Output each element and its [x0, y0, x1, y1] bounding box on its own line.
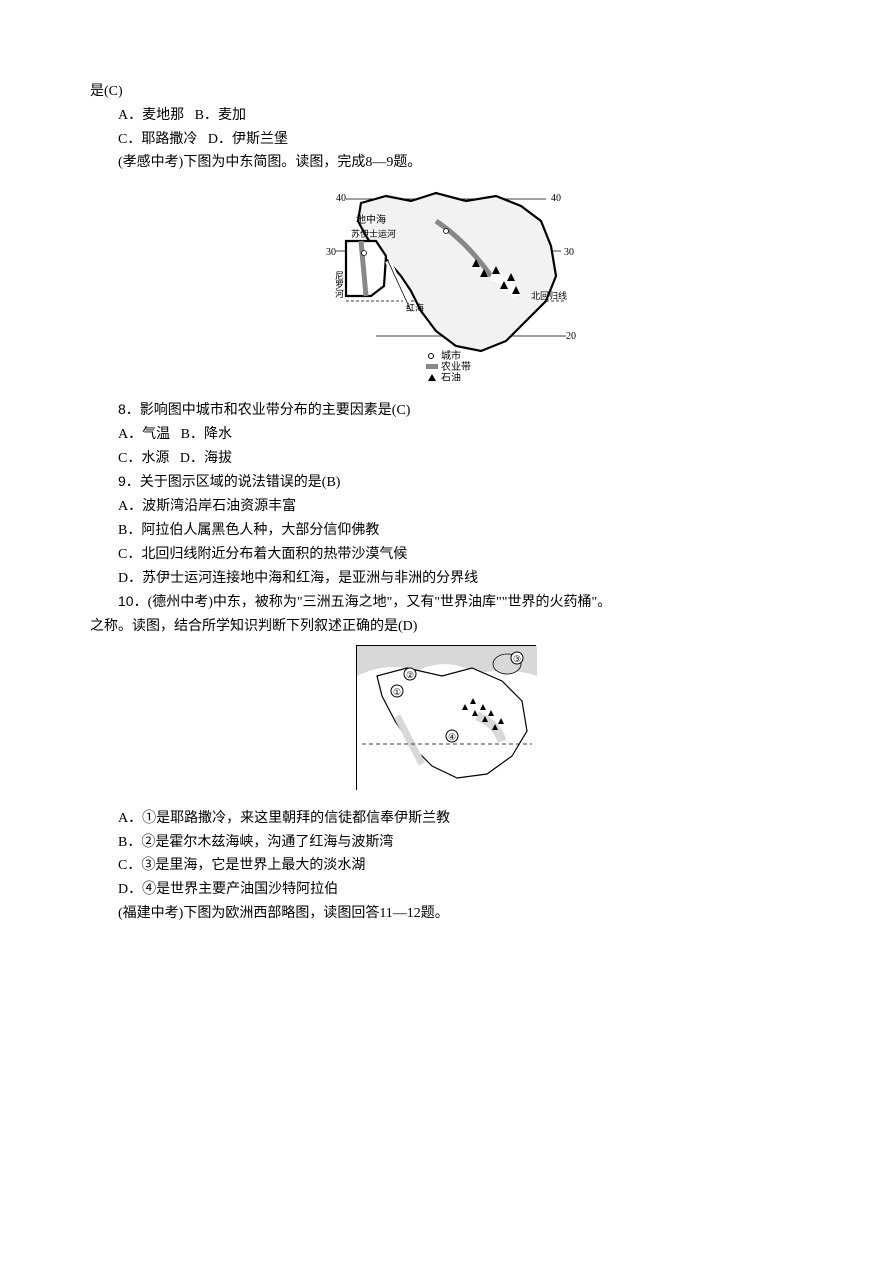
q9-opt-b: B．阿拉伯人属黑色人种，大部分信仰佛教: [90, 519, 802, 543]
q10-stem-l1: 10．(德州中考)中东，被称为"三洲五海之地"，又有"世界油库""世界的火药桶"…: [90, 590, 802, 615]
intro-8-9: (孝感中考)下图为中东简图。读图，完成8—9题。: [90, 151, 802, 175]
map1-svg: 40 40 30 30 20 地中海 苏伊士运河 尼罗河 红海 北回归线 城市 …: [316, 181, 576, 381]
q8-num: 8．: [118, 401, 140, 417]
q9-stem-text: 关于图示区域的说法错误的是(B): [140, 475, 341, 490]
intro-11-12: (福建中考)下图为欧洲西部略图，读图回答11—12题。: [90, 902, 802, 926]
map1-legend-agri: 农业带: [441, 360, 471, 373]
q10-opt-a: A．①是耶路撒冷，来这里朝拜的信徒都信奉伊斯兰教: [90, 807, 802, 831]
q8-opt-d: D．海拔: [180, 451, 232, 466]
map1: 40 40 30 30 20 地中海 苏伊士运河 尼罗河 红海 北回归线 城市 …: [316, 181, 576, 381]
map2-n2: ②: [406, 670, 414, 680]
q8-options-row1: A．气温 B．降水: [90, 423, 802, 447]
q7-opt-b: B．麦加: [195, 108, 246, 123]
q7-opt-c: C．耶路撒冷: [118, 132, 197, 147]
q7-options-row1: A．麦地那 B．麦加: [90, 104, 802, 128]
q10-stem-text1: (德州中考)中东，被称为"三洲五海之地"，又有"世界油库""世界的火药桶"。: [148, 595, 612, 610]
map1-lat40-r: 40: [551, 193, 561, 204]
map2-wrapper: ① ② ③ ④: [90, 645, 802, 799]
q10-stem-l2: 之称。读图，结合所学知识判断下列叙述正确的是(D): [90, 615, 802, 639]
q10-opt-d: D．④是世界主要产油国沙特阿拉伯: [90, 878, 802, 902]
q9-opt-a: A．波斯湾沿岸石油资源丰富: [90, 495, 802, 519]
q7-opt-d: D．伊斯兰堡: [208, 132, 288, 147]
map1-label-nile: 尼罗河: [334, 271, 344, 298]
q8-opt-a: A．气温: [118, 427, 170, 442]
q7-stem-tail: 是(C): [90, 80, 802, 104]
map1-legend-city: 城市: [441, 349, 461, 362]
map2-svg: ① ② ③ ④: [357, 646, 537, 791]
map1-lat40-l: 40: [336, 193, 346, 204]
map1-lat30-r: 30: [564, 247, 574, 258]
map1-label-tropic: 北回归线: [531, 290, 567, 301]
q10-opt-b: B．②是霍尔木兹海峡，沟通了红海与波斯湾: [90, 831, 802, 855]
q9-opt-d: D．苏伊士运河连接地中海和红海，是亚洲与非洲的分界线: [90, 567, 802, 591]
map1-legend-oil: 石油: [441, 371, 461, 381]
q9-opt-c: C．北回归线附近分布着大面积的热带沙漠气候: [90, 543, 802, 567]
map1-lat20-r: 20: [566, 331, 576, 342]
map2-n4: ④: [448, 732, 456, 742]
q8-opt-b: B．降水: [181, 427, 232, 442]
map1-label-red: 红海: [406, 302, 424, 313]
map1-label-suez: 苏伊士运河: [351, 228, 396, 239]
q8-stem-text: 影响图中城市和农业带分布的主要因素是(C): [140, 403, 411, 418]
q7-options-row2: C．耶路撒冷 D．伊斯兰堡: [90, 128, 802, 152]
q9-stem: 9．关于图示区域的说法错误的是(B): [90, 470, 802, 495]
map1-wrapper: 40 40 30 30 20 地中海 苏伊士运河 尼罗河 红海 北回归线 城市 …: [90, 181, 802, 390]
q7-opt-a: A．麦地那: [118, 108, 184, 123]
map2: ① ② ③ ④: [356, 645, 536, 790]
q10-opt-c: C．③是里海，它是世界上最大的淡水湖: [90, 854, 802, 878]
map1-label-medit: 地中海: [356, 213, 386, 226]
map2-n3: ③: [513, 654, 521, 664]
q8-opt-c: C．水源: [118, 451, 169, 466]
q8-options-row2: C．水源 D．海拔: [90, 447, 802, 471]
map2-n1: ①: [393, 687, 401, 697]
map1-lat30-l: 30: [326, 247, 336, 258]
q9-num: 9．: [118, 473, 140, 489]
q8-stem: 8．影响图中城市和农业带分布的主要因素是(C): [90, 398, 802, 423]
q10-num: 10．: [118, 593, 148, 609]
